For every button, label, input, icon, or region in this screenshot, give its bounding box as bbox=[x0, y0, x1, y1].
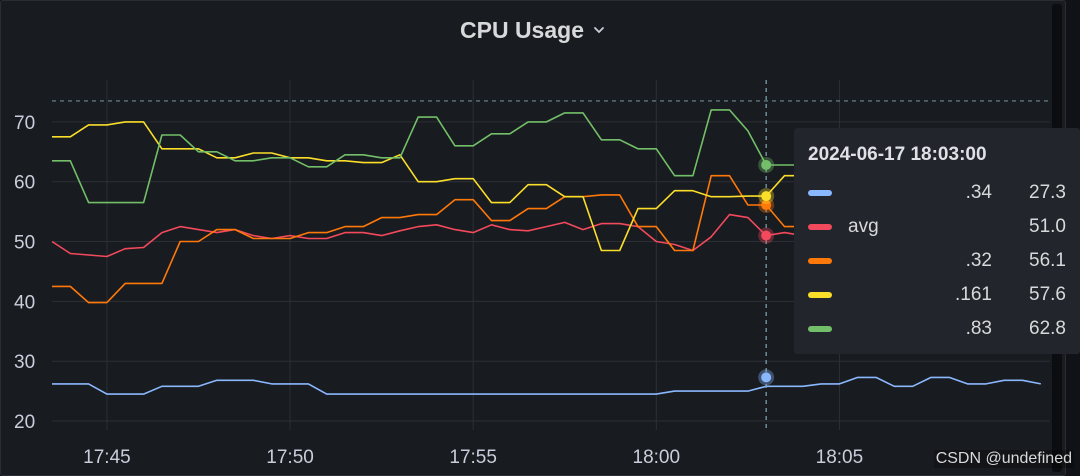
tooltip-series-name: .34 bbox=[965, 182, 992, 203]
series-line-32 bbox=[52, 174, 1041, 304]
series-lines bbox=[51, 109, 1041, 395]
hover-point bbox=[761, 230, 772, 241]
y-tick-label: 50 bbox=[14, 233, 35, 254]
hover-point bbox=[761, 372, 772, 383]
x-tick-label: 17:45 bbox=[83, 447, 131, 468]
x-tick-label: 18:00 bbox=[633, 447, 681, 468]
series-color-swatch bbox=[808, 258, 832, 264]
tooltip-series-name: .83 bbox=[965, 318, 992, 339]
series-color-swatch bbox=[808, 292, 832, 298]
tooltip-time: 2024-06-17 18:03:00 bbox=[808, 144, 987, 165]
hover-tooltip: 2024-06-17 18:03:00 .34 27.3 avg 51.0 .32 56.… bbox=[794, 128, 1080, 354]
tooltip-rows: .34 27.3 avg 51.0 .32 56.1 .161 57.6 .83 62.8 bbox=[808, 176, 1066, 346]
tooltip-series-value: 62.8 bbox=[1029, 318, 1066, 339]
tooltip-row: .32 56.1 bbox=[808, 244, 1066, 278]
tooltip-series-value: 56.1 bbox=[1029, 250, 1066, 271]
hover-point bbox=[761, 159, 772, 170]
series-color-swatch bbox=[808, 224, 832, 230]
series-line-161 bbox=[52, 121, 1041, 252]
tooltip-row: .161 57.6 bbox=[808, 278, 1066, 312]
series-line-83 bbox=[52, 109, 1041, 204]
chevron-down-icon[interactable] bbox=[592, 23, 606, 37]
panel-title[interactable]: CPU Usage bbox=[460, 16, 584, 43]
series-line-34 bbox=[52, 376, 1041, 395]
tooltip-series-name: .161 bbox=[955, 284, 992, 305]
tooltip-series-name: .32 bbox=[965, 250, 992, 271]
tooltip-series-value: 51.0 bbox=[1029, 216, 1066, 237]
tooltip-row: avg 51.0 bbox=[808, 210, 1066, 244]
x-tick-label: 18:05 bbox=[816, 447, 864, 468]
tooltip-series-value: 27.3 bbox=[1029, 182, 1066, 203]
y-tick-label: 40 bbox=[14, 292, 35, 313]
x-axis-ticks: 17:45 17:50 17:55 18:00 18:05 bbox=[83, 447, 863, 468]
y-tick-label: 70 bbox=[14, 113, 35, 134]
series-color-swatch bbox=[808, 326, 832, 332]
hover-points bbox=[758, 156, 775, 386]
tooltip-row: .83 62.8 bbox=[808, 312, 1066, 346]
x-tick-label: 17:55 bbox=[449, 447, 497, 468]
hover-point bbox=[761, 200, 772, 211]
y-tick-label: 20 bbox=[14, 412, 35, 433]
watermark: CSDN @undefined bbox=[933, 450, 1074, 468]
tooltip-series-value: 57.6 bbox=[1029, 284, 1066, 305]
tooltip-series-name: avg bbox=[848, 216, 879, 237]
hover-point bbox=[761, 191, 772, 202]
x-tick-label: 17:50 bbox=[266, 447, 314, 468]
series-color-swatch bbox=[808, 190, 832, 196]
y-axis-ticks: 20 30 40 50 60 70 bbox=[14, 113, 35, 433]
y-tick-label: 60 bbox=[14, 173, 35, 194]
tooltip-row: .34 27.3 bbox=[808, 176, 1066, 210]
y-tick-label: 30 bbox=[14, 352, 35, 373]
panel-header[interactable]: CPU Usage bbox=[0, 14, 1066, 46]
